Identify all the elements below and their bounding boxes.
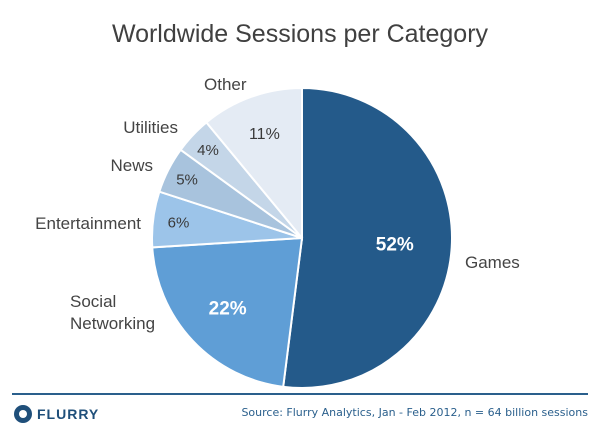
pie-chart: 52% 22% 6% 5% 4% 11% Games Social Networking Ent… xyxy=(35,75,520,389)
pie-slice-games xyxy=(282,86,453,389)
pie-category-label-games: Games xyxy=(465,253,520,272)
flurry-logo-icon xyxy=(14,405,32,423)
pie-category-labels: Games Social Networking Entertainment News Ut… xyxy=(35,75,520,333)
pie-percent-label-news: 5% xyxy=(176,172,198,189)
pie-slice-social-networking xyxy=(151,236,304,388)
pie-category-label-social-networking: Social Networking xyxy=(70,292,155,333)
footer-divider xyxy=(12,393,588,395)
pie-percent-label-social-networking: 22% xyxy=(209,298,247,319)
pie-percent-label-entertainment: 6% xyxy=(168,215,190,232)
pie-slices xyxy=(151,86,453,389)
pie-category-label-other: Other xyxy=(204,75,247,94)
pie-category-label-news: News xyxy=(110,156,153,175)
pie-percent-label-utilities: 4% xyxy=(197,142,219,159)
flurry-logo: FLURRY xyxy=(14,403,99,425)
pie-slice-other xyxy=(204,86,303,241)
source-note: Source: Flurry Analytics, Jan - Feb 2012… xyxy=(241,406,588,419)
pie-percent-label-games: 52% xyxy=(376,234,414,255)
pie-percent-label-other: 11% xyxy=(249,126,280,143)
pie-category-label-entertainment: Entertainment xyxy=(35,214,141,233)
chart-title: Worldwide Sessions per Category xyxy=(111,20,489,48)
flurry-logo-text: FLURRY xyxy=(37,406,100,422)
pie-category-label-utilities: Utilities xyxy=(123,118,178,137)
pie-percent-labels: 52% 22% 6% 5% 4% 11% xyxy=(168,126,414,319)
